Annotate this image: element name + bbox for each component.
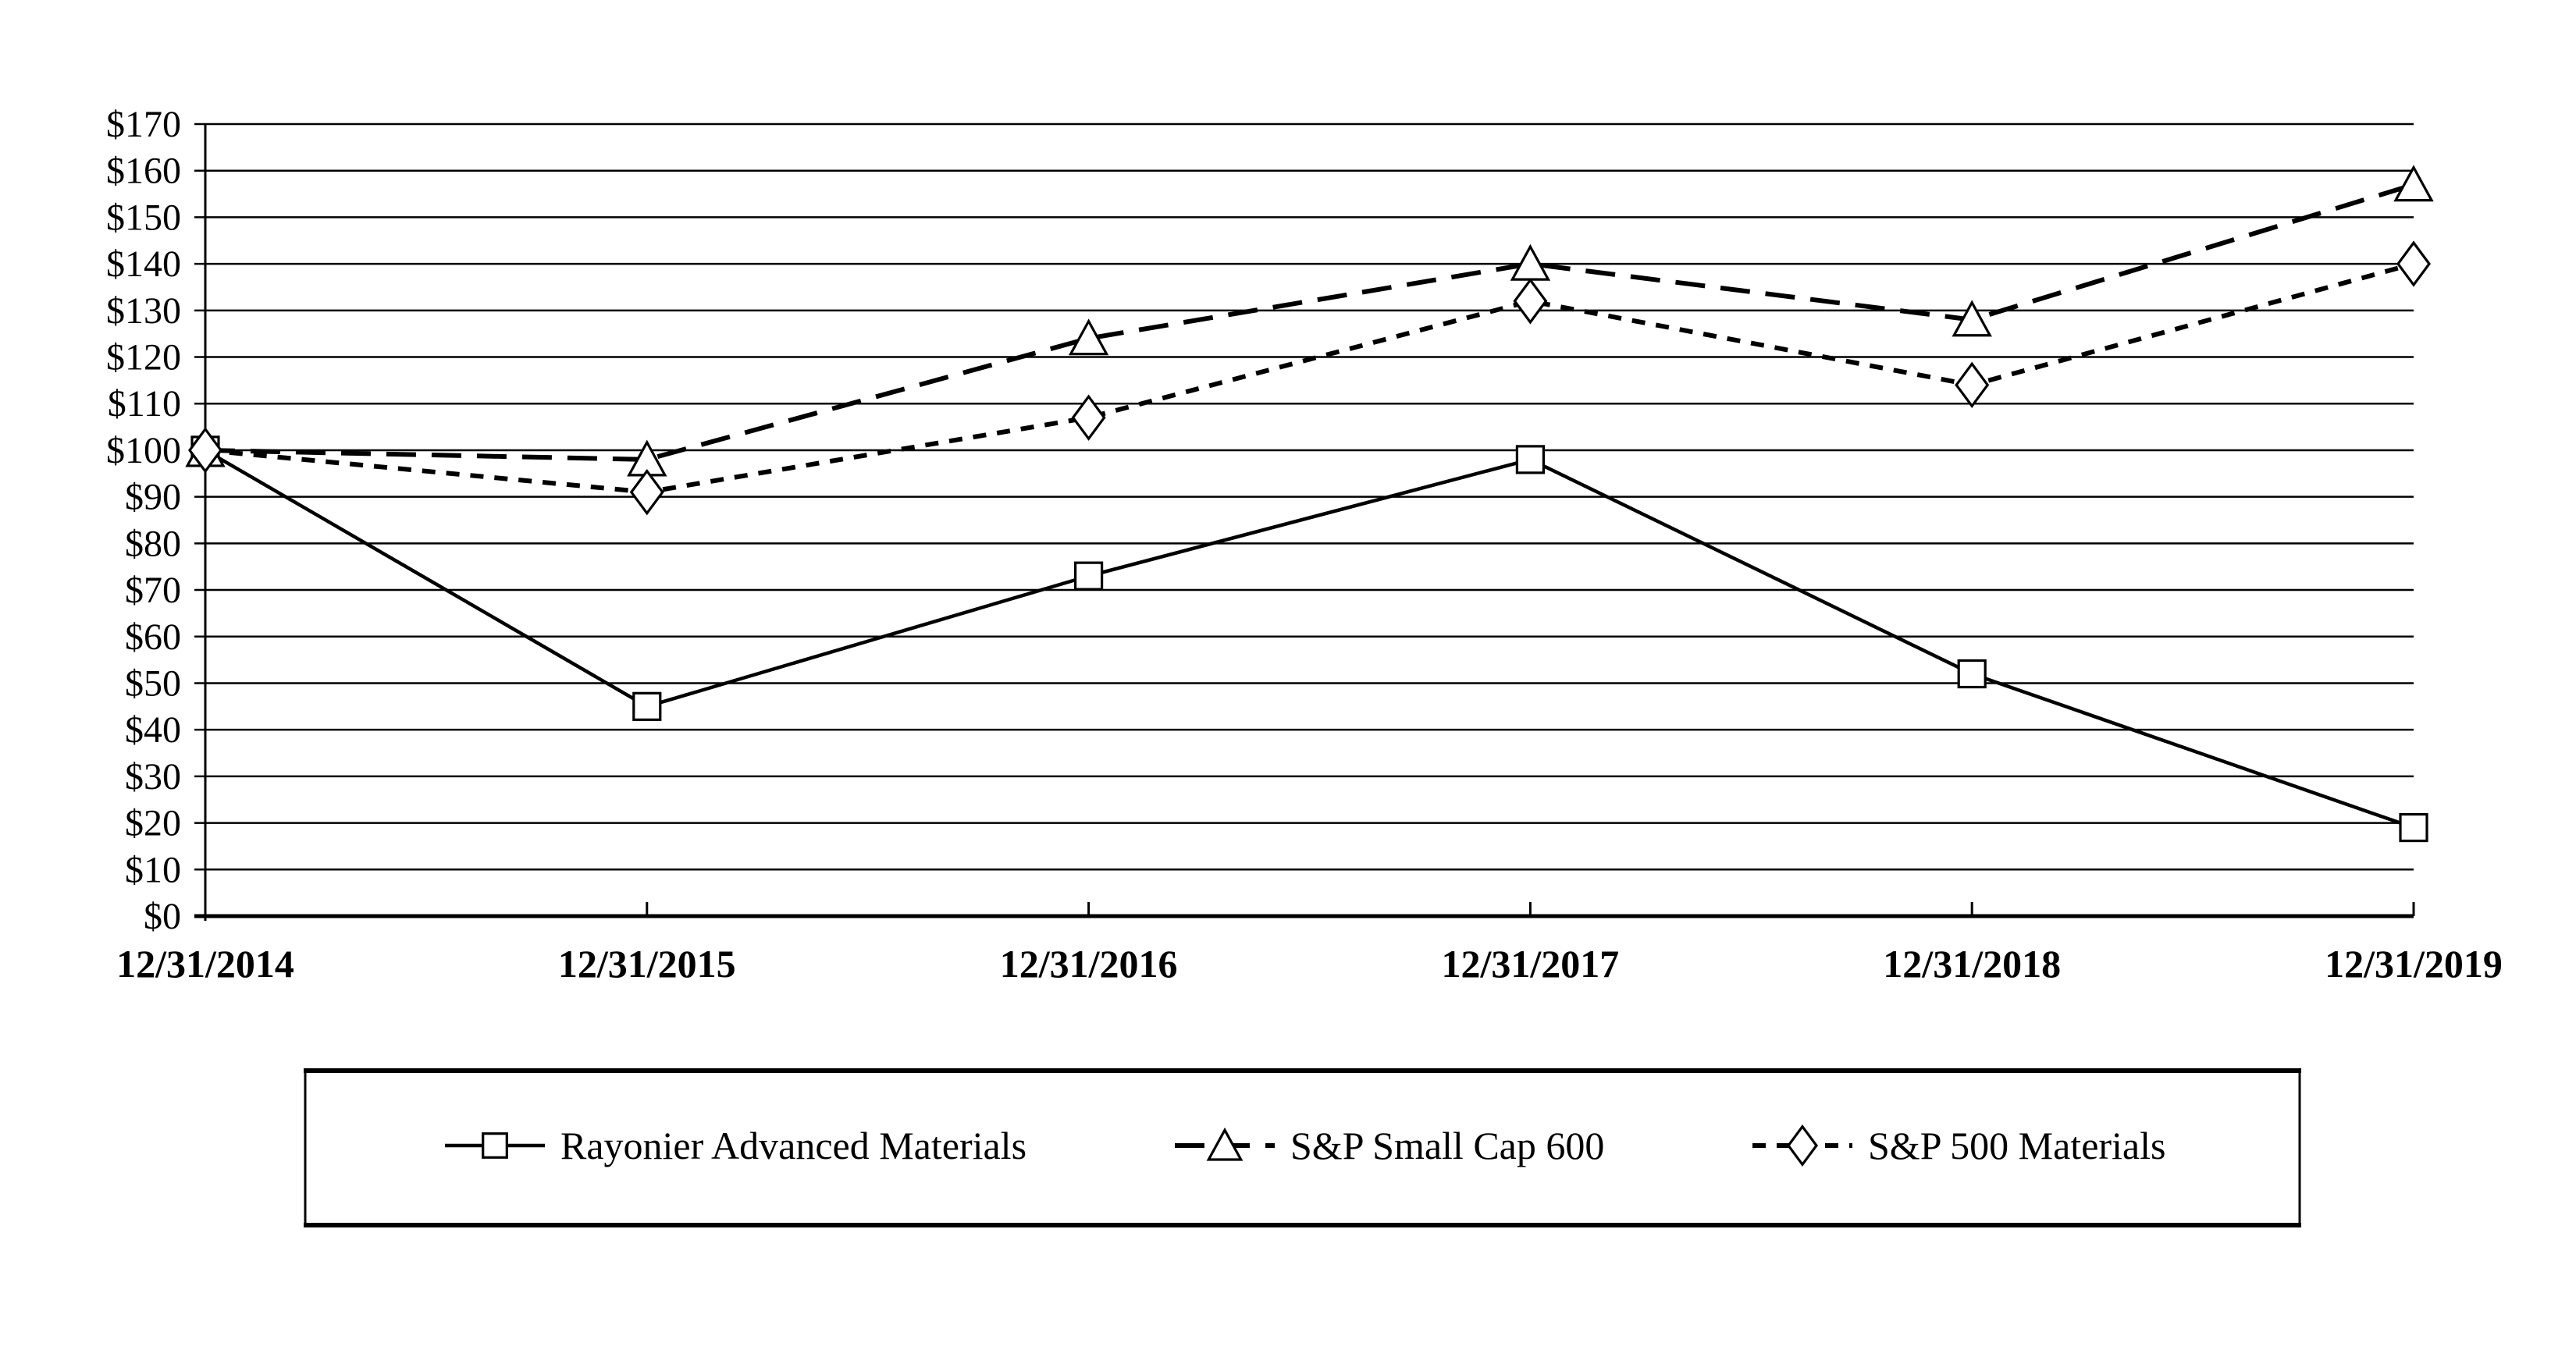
triangle-marker (2393, 165, 2434, 202)
x-axis-label: 12/31/2018 (1883, 942, 2061, 986)
y-axis-label: $50 (125, 663, 181, 704)
y-axis-label: $120 (106, 337, 181, 378)
y-axis-label: $100 (106, 430, 181, 471)
series-line-short-dash (205, 261, 2414, 495)
triangle-marker (1952, 300, 1992, 337)
y-axis-label: $140 (106, 243, 181, 285)
diamond-marker (1513, 278, 1548, 325)
y-axis-label: $10 (125, 849, 181, 890)
diamond-marker (188, 427, 222, 474)
y-axis-label: $30 (125, 756, 181, 798)
y-axis-label: $80 (125, 523, 181, 564)
y-axis-label: $90 (125, 477, 181, 518)
y-axis-label: $40 (125, 709, 181, 751)
legend-label: S&P Small Cap 600 (1290, 1124, 1604, 1167)
square-marker (1073, 561, 1104, 591)
legend-box (304, 1069, 2301, 1227)
legend: Rayonier Advanced Materials S&P Small Cap… (304, 1068, 2301, 1227)
triangle-marker (1206, 1127, 1244, 1161)
gridlines (194, 123, 2414, 871)
x-axis-label: 12/31/2014 (116, 942, 294, 986)
legend-label: S&P 500 Materials (1868, 1124, 2165, 1167)
series-line-solid (204, 448, 2414, 829)
square-marker (482, 1132, 508, 1159)
y-axis-label: $160 (106, 151, 181, 192)
triangle-marker (1068, 318, 1109, 356)
diamond-marker (1787, 1124, 1818, 1167)
diamond-marker (2396, 240, 2431, 287)
x-axis-label: 12/31/2015 (558, 942, 736, 986)
series-markers (185, 165, 2434, 843)
y-axis-label: $70 (125, 570, 181, 611)
y-axis-label: $60 (125, 616, 181, 658)
y-axis-label: $20 (125, 803, 181, 844)
y-axis-labels: $0 $10 $20 $30 $40 $50 $60 $70 $80 $90 $100 $110 $12… (106, 104, 181, 937)
square-marker (2399, 812, 2428, 843)
square-marker (1515, 445, 1546, 474)
x-axis-label: 12/31/2019 (2325, 942, 2503, 986)
series-line-long-dash (205, 182, 2414, 462)
diamond-marker (1955, 361, 1990, 409)
square-marker (1957, 659, 1987, 689)
diamond-marker (629, 468, 664, 516)
x-axis-label: 12/31/2016 (1000, 942, 1178, 986)
x-axis-label: 12/31/2017 (1442, 942, 1620, 986)
axis-lines (194, 124, 2415, 921)
y-axis-label: $150 (106, 197, 181, 238)
y-axis-label: $170 (106, 104, 181, 145)
y-axis-label: $110 (108, 383, 181, 425)
y-axis-label: $0 (144, 896, 181, 937)
square-marker (632, 691, 662, 721)
series-lines (204, 182, 2414, 829)
y-axis-label: $130 (106, 290, 181, 332)
legend-label: Rayonier Advanced Materials (560, 1124, 1026, 1167)
diamond-marker (1071, 394, 1106, 441)
x-axis-labels: 12/31/2014 12/31/2015 12/31/2016 12/31/2017… (116, 942, 2503, 986)
